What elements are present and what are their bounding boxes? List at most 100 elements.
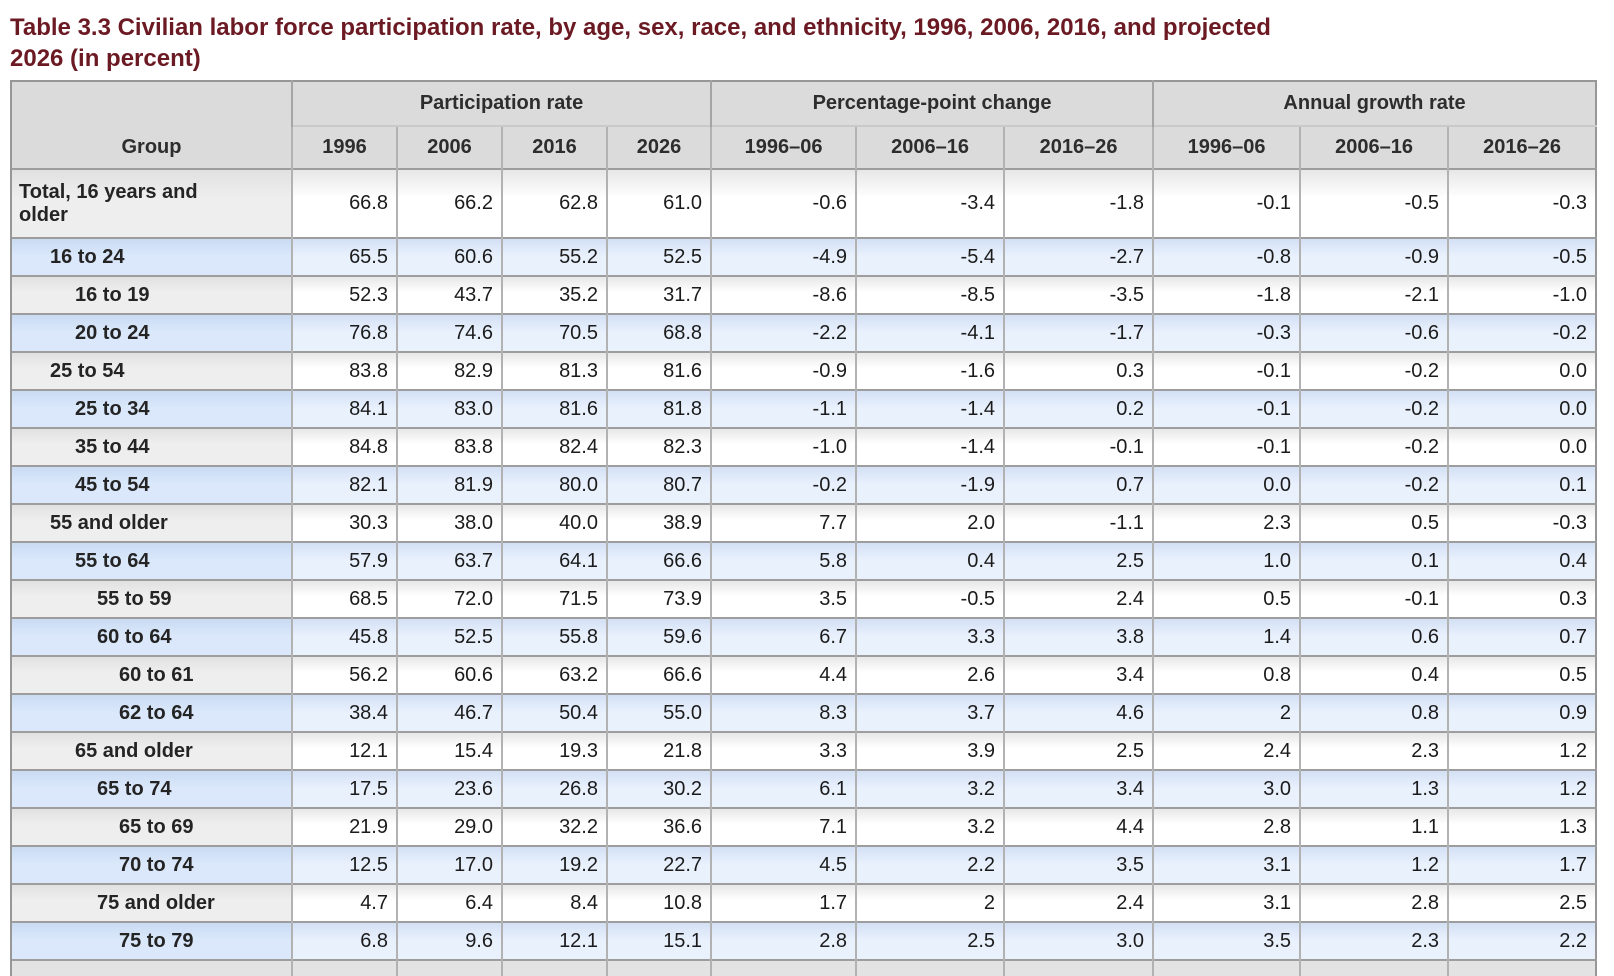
value-cell	[291, 959, 397, 976]
value-cell: 0.7	[1003, 465, 1154, 504]
value-cell: 8.4	[501, 883, 607, 922]
page-title: Table 3.3 Civilian labor force participa…	[10, 12, 1595, 74]
value-cell: 3.1	[1152, 845, 1301, 884]
value-cell: 31.7	[605, 275, 712, 314]
value-cell: -0.6	[1299, 313, 1449, 352]
value-cell: 80.7	[605, 465, 712, 504]
value-cell: 1.7	[710, 883, 857, 922]
value-cell: 2.3	[1299, 921, 1449, 960]
header-period: 2016–26	[1447, 125, 1597, 169]
row-group-label: 20 to 24	[10, 313, 292, 352]
header-period: 2006–16	[855, 125, 1005, 169]
value-cell: -0.2	[710, 465, 857, 504]
value-cell: 7.7	[710, 503, 857, 542]
header-period: 1996–06	[710, 125, 857, 169]
value-cell	[1447, 959, 1597, 976]
value-cell	[396, 959, 502, 976]
value-cell: -3.5	[1003, 275, 1154, 314]
value-cell: 3.0	[1152, 769, 1301, 808]
value-cell: 1.1	[1299, 807, 1449, 846]
value-cell: 2.5	[1003, 731, 1154, 770]
value-cell: 72.0	[396, 579, 502, 618]
value-cell	[1299, 959, 1449, 976]
row-group-label: 65 to 74	[10, 769, 292, 808]
row-group-label: 65 to 69	[10, 807, 292, 846]
value-cell: 0.3	[1447, 579, 1597, 618]
table-header: Group Participation rate Percentage-poin…	[10, 81, 1597, 169]
value-cell: 61.0	[605, 168, 712, 238]
value-cell: -1.4	[855, 427, 1005, 466]
table-row: 65 to 69 21.9 29.0 32.2 36.6 7.1 3.2 4.4 2.8 1.1 1…	[10, 807, 1597, 846]
value-cell: 40.0	[501, 503, 607, 542]
header-period: 2016–26	[1003, 125, 1154, 169]
value-cell: -1.0	[710, 427, 857, 466]
value-cell: 83.8	[396, 427, 502, 466]
value-cell: -0.2	[1299, 389, 1449, 428]
value-cell: -0.2	[1299, 351, 1449, 390]
value-cell: 2.0	[855, 503, 1005, 542]
header-year: 2006	[396, 125, 502, 169]
value-cell: 1.3	[1299, 769, 1449, 808]
value-cell: 81.8	[605, 389, 712, 428]
value-cell: 2.4	[1003, 579, 1154, 618]
value-cell: 22.7	[605, 845, 712, 884]
value-cell: 55.0	[605, 693, 712, 732]
value-cell: -4.9	[710, 237, 857, 276]
value-cell: 1.3	[1447, 807, 1597, 846]
value-cell: 2	[855, 883, 1005, 922]
value-cell: 30.2	[605, 769, 712, 808]
value-cell: 2.3	[1299, 731, 1449, 770]
value-cell: 15.1	[605, 921, 712, 960]
value-cell: 0.6	[1299, 617, 1449, 656]
value-cell: 3.5	[1152, 921, 1301, 960]
value-cell: 3.4	[1003, 655, 1154, 694]
value-cell: 0.0	[1447, 389, 1597, 428]
header-year: 1996	[291, 125, 397, 169]
value-cell: 82.4	[501, 427, 607, 466]
value-cell: -8.6	[710, 275, 857, 314]
partial-next-row	[10, 959, 1597, 976]
header-period: 2006–16	[1299, 125, 1449, 169]
value-cell: 83.8	[291, 351, 397, 390]
row-group-label: 65 and older	[10, 731, 292, 770]
value-cell: 0.2	[1003, 389, 1154, 428]
table-row: 55 to 64 57.9 63.7 64.1 66.6 5.8 0.4 2.5 1.0 0.1 0…	[10, 541, 1597, 580]
header-participation-rate: Participation rate	[290, 81, 712, 126]
value-cell: -1.1	[710, 389, 857, 428]
value-cell: -0.3	[1447, 503, 1597, 542]
value-cell: 0.8	[1152, 655, 1301, 694]
row-group-label: 25 to 54	[10, 351, 292, 390]
value-cell: 0.7	[1447, 617, 1597, 656]
value-cell: 3.7	[855, 693, 1005, 732]
value-cell: 2.4	[1152, 731, 1301, 770]
value-cell: 4.4	[1003, 807, 1154, 846]
value-cell: 38.0	[396, 503, 502, 542]
value-cell: 3.4	[1003, 769, 1154, 808]
row-group-label: 75 to 79	[10, 921, 292, 960]
value-cell	[1152, 959, 1301, 976]
value-cell: 0.5	[1299, 503, 1449, 542]
value-cell: -1.6	[855, 351, 1005, 390]
value-cell: 7.1	[710, 807, 857, 846]
table-row: 16 to 24 65.5 60.6 55.2 52.5 -4.9 -5.4 -2.7 -0.8…	[10, 237, 1597, 276]
value-cell: 36.6	[605, 807, 712, 846]
value-cell: 21.9	[291, 807, 397, 846]
value-cell: -1.8	[1152, 275, 1301, 314]
value-cell: 63.2	[501, 655, 607, 694]
value-cell: 17.0	[396, 845, 502, 884]
value-cell: 82.1	[291, 465, 397, 504]
value-cell: 73.9	[605, 579, 712, 618]
row-group-label: Total, 16 years and older	[10, 168, 292, 238]
value-cell: 19.3	[501, 731, 607, 770]
value-cell: 52.5	[605, 237, 712, 276]
value-cell: 3.5	[1003, 845, 1154, 884]
value-cell: 1.7	[1447, 845, 1597, 884]
row-group-label: 55 to 59	[10, 579, 292, 618]
value-cell: 66.2	[396, 168, 502, 238]
value-cell: 52.5	[396, 617, 502, 656]
value-cell: 32.2	[501, 807, 607, 846]
table-row: 55 and older 30.3 38.0 40.0 38.9 7.7 2.0 -1.1 2.…	[10, 503, 1597, 542]
value-cell: 1.2	[1447, 731, 1597, 770]
row-group-label: 35 to 44	[10, 427, 292, 466]
value-cell: 6.4	[396, 883, 502, 922]
